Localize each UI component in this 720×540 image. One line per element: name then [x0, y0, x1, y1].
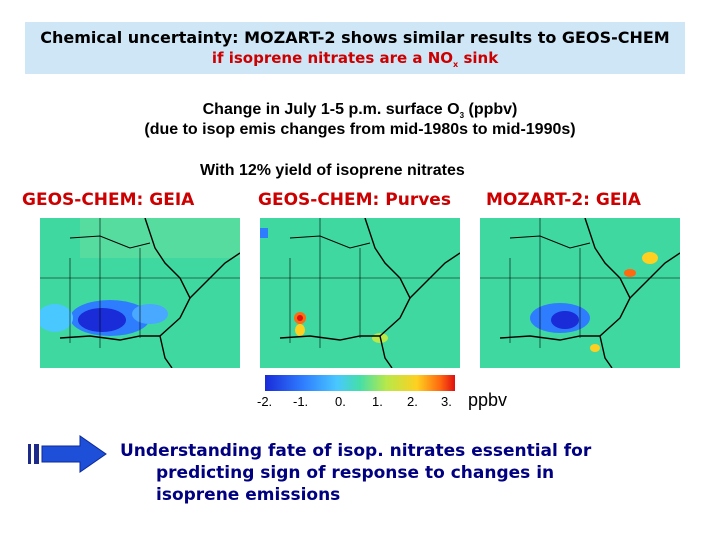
subtitle-line-1: Change in July 1-5 p.m. surface O3 (ppbv…	[60, 100, 660, 120]
subtitle-line-2: (due to isop emis changes from mid-1980s…	[144, 121, 576, 138]
colorbar-ticks: -2. -1. 0. 1. 2. 3.	[255, 394, 465, 412]
banner-line-2-text: if isoprene nitrates are a NO	[211, 49, 454, 67]
subtitle-text: Change in July 1-5 p.m. surface O	[202, 101, 460, 118]
yield-label: With 12% yield of isoprene nitrates	[200, 162, 465, 179]
subtitle-subscript: 3	[459, 111, 465, 121]
colorbar-tick: 0.	[335, 394, 346, 409]
colorbar-tick: -2.	[257, 394, 273, 409]
subtitle: Change in July 1-5 p.m. surface O3 (ppbv…	[60, 100, 660, 140]
colorbar-tick: -1.	[293, 394, 309, 409]
title-banner: Chemical uncertainty: MOZART-2 shows sim…	[25, 22, 685, 74]
map-label-geoschem-geia: GEOS-CHEM: GEIA	[22, 190, 195, 210]
banner-line-1: Chemical uncertainty: MOZART-2 shows sim…	[40, 28, 670, 47]
map-mozart-geia	[480, 218, 680, 368]
map-geoschem-purves	[260, 218, 460, 368]
conclusion-line-2: predicting sign of response to changes i…	[156, 463, 555, 483]
map-label-geoschem-purves: GEOS-CHEM: Purves	[258, 190, 451, 210]
banner-subscript: x	[453, 60, 459, 69]
map-geoschem-geia	[40, 218, 240, 368]
banner-line-2: if isoprene nitrates are a NOx sink	[25, 48, 685, 69]
colorbar-tick: 2.	[407, 394, 418, 409]
colorbar-unit: ppbv	[468, 390, 508, 410]
subtitle-suffix: (ppbv)	[464, 101, 518, 118]
conclusion-line-1: Understanding fate of isop. nitrates ess…	[120, 441, 592, 461]
banner-line-2-suffix: sink	[458, 49, 499, 67]
right-arrow-icon	[28, 435, 107, 473]
colorbar-tick: 1.	[372, 394, 383, 409]
conclusion-line-3: isoprene emissions	[156, 485, 341, 505]
map-label-mozart-geia: MOZART-2: GEIA	[486, 190, 641, 210]
colorbar	[265, 375, 455, 391]
conclusion-text: Understanding fate of isop. nitrates ess…	[120, 440, 640, 506]
colorbar-tick: 3.	[441, 394, 452, 409]
